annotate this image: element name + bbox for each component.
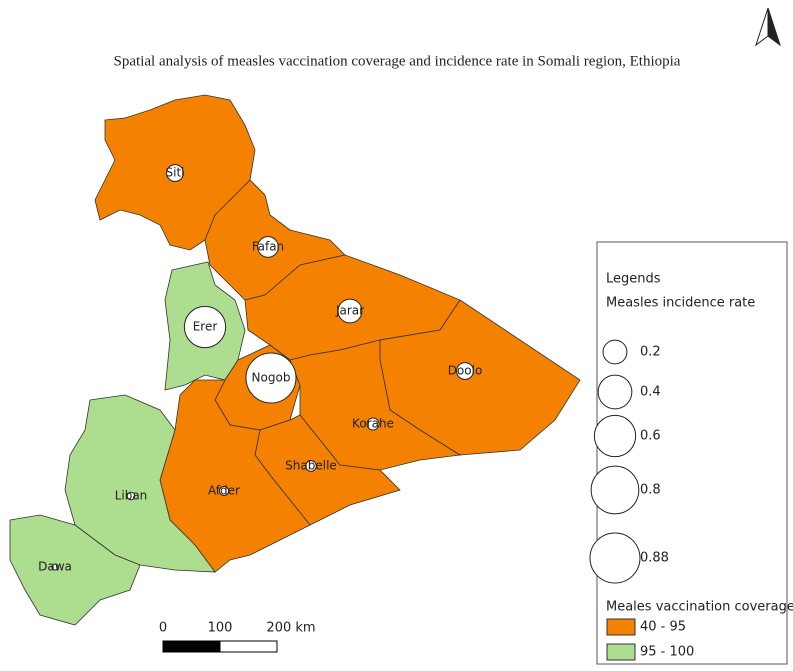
incidence-circle [51,563,59,571]
incidence-circle [257,236,279,258]
legend-size-label: 0.88 [640,551,669,566]
scale-label: 200 km [266,621,315,636]
zone-korahe [289,339,462,471]
incidence-circle [183,305,227,349]
map-title: Spatial analysis of measles vaccination … [114,53,681,69]
incidence-symbols: Siti Fafan Erer Jarar Nogob Doolo Korahe Shabel… [38,164,483,574]
legend-size-label: 0.6 [640,429,661,444]
zones [9,94,581,626]
scale-label: 100 [208,621,233,636]
legend-swatch [606,618,636,636]
scale-segment [162,640,221,653]
legend-class-label: 40 - 95 [640,620,686,635]
zone-label: Afder [208,484,240,498]
zone-dawa [9,514,141,626]
zone-label: Erer [193,320,218,334]
legend-size-circle [602,339,628,365]
legend-items: 0.2 0.4 0.6 0.8 0.88 40 - 95 95 - 100 [589,339,694,661]
zone-label: Doolo [448,364,483,378]
legend-size-circle [589,532,641,584]
zone-label: Liban [115,489,148,503]
incidence-circle [166,164,184,182]
legend-size-circle [597,374,633,410]
scale-bar: 0 100 200 km [159,621,316,653]
zone-label: Korahe [352,417,394,431]
zone-label: Siti [166,166,185,180]
scale-label: 0 [159,621,167,636]
legend-size-circle [593,414,637,458]
incidence-circle [126,491,136,501]
zone-label: Shabelle [285,459,337,473]
incidence-circle [366,417,380,431]
incidence-circle [218,485,230,497]
legend-box [596,241,788,665]
zone-liban [64,394,216,573]
zone-label: Fafan [252,240,284,254]
legend-swatch [606,643,636,661]
zone-label: Dawa [38,560,72,574]
legend-color-title: Meales vaccination coverage [606,600,793,615]
north-arrow [755,7,781,47]
legend-title: Legends [606,272,661,287]
incidence-circle [337,298,363,324]
incidence-circle [245,352,297,404]
legend-size-circle [590,465,640,515]
legend-size-label: 0.2 [640,345,661,360]
zone-label: Jarar [335,304,364,318]
legend-size-title: Measles incidence rate [606,296,755,311]
incidence-circle [305,460,317,472]
legend-class-label: 95 - 100 [640,645,694,660]
scale-segment [219,640,278,653]
legend-size-label: 0.8 [640,483,661,498]
zone-label: Nogob [252,371,291,385]
incidence-circle [456,362,474,380]
legend-size-label: 0.4 [640,385,661,400]
